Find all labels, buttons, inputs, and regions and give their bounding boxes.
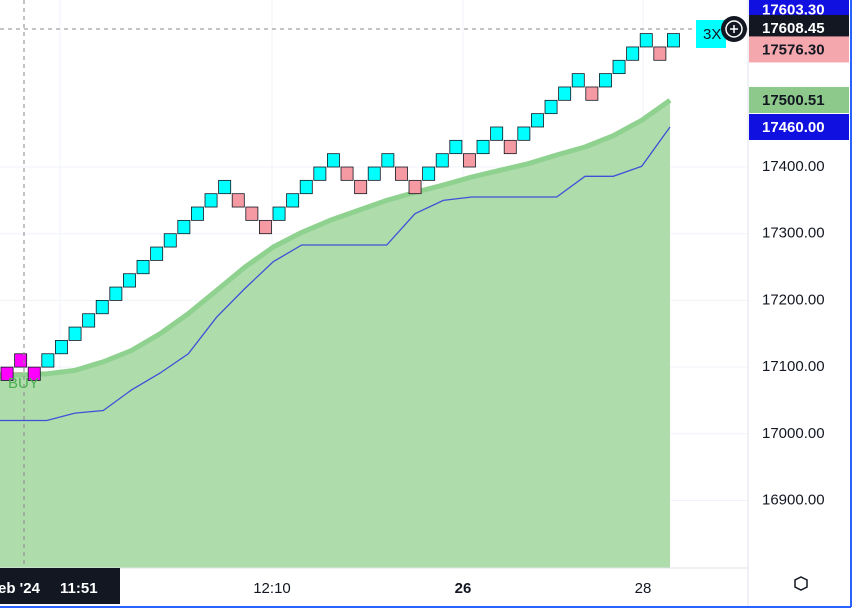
renko-brick	[462, 153, 476, 168]
renko-brick	[190, 206, 204, 221]
buy-label: BUY	[8, 375, 39, 392]
area	[0, 100, 670, 568]
renko-brick	[381, 153, 395, 168]
x-tick-label: 28	[635, 580, 652, 597]
renko-brick	[218, 179, 232, 195]
y-tick-label: 17200.00	[762, 291, 825, 308]
renko-brick	[68, 326, 82, 341]
price-tag-label: 17576.30	[762, 41, 825, 58]
time-cursor-box	[0, 568, 120, 604]
renko-brick	[544, 99, 558, 115]
renko-brick	[653, 46, 667, 61]
y-tick-label: 17400.00	[762, 158, 825, 175]
renko-brick	[82, 313, 96, 328]
line	[0, 126, 671, 422]
renko-brick	[326, 153, 340, 168]
renko-brick	[435, 153, 449, 168]
renko-brick	[55, 340, 68, 355]
renko-brick	[354, 179, 368, 195]
price-tag-label: 17608.45	[762, 20, 825, 37]
area-line	[0, 98, 672, 378]
add-icon	[725, 20, 743, 38]
renko-brick	[299, 179, 313, 195]
renko-brick	[667, 33, 680, 48]
renko-brick	[231, 193, 245, 208]
renko-brick	[177, 219, 191, 235]
renko-brick	[272, 206, 286, 221]
price-tag	[749, 86, 849, 113]
renko-brick	[340, 166, 354, 181]
renko-brick	[27, 366, 41, 381]
price-tag	[749, 113, 849, 140]
multiplier-box	[696, 20, 726, 48]
renko-brick	[313, 166, 327, 181]
renko-brick	[517, 126, 531, 141]
renko-brick	[558, 86, 572, 101]
renko-brick	[0, 366, 14, 381]
price-axis: 16900.00 17000.00 17100.00 17200.00 17300.00…	[749, 0, 849, 508]
price-tag-label: 17603.30	[762, 1, 825, 18]
renko-brick	[599, 73, 612, 88]
renko-brick	[626, 46, 640, 61]
renko-brick	[531, 113, 544, 128]
settings-icon[interactable]	[794, 576, 808, 591]
renko-brick	[41, 353, 55, 368]
multiplier: 3X	[703, 26, 721, 43]
renko-brick	[258, 219, 272, 235]
renko-brick	[476, 139, 490, 155]
price-tag	[749, 36, 849, 63]
time-axis: eb '24 11:51 12:10 26 28	[0, 580, 651, 597]
renko-brick	[14, 353, 28, 368]
renko-brick	[136, 259, 150, 275]
renko-brick	[490, 126, 504, 141]
renko-brick	[394, 166, 408, 181]
renko-brick	[245, 206, 259, 221]
y-tick-label: 16900.00	[762, 491, 825, 508]
x-tick-label: 26	[455, 580, 472, 597]
x-tick-label: 12:10	[253, 580, 291, 597]
renko-brick	[408, 179, 422, 195]
x-tick-label: eb '24	[0, 580, 41, 597]
renko-brick	[503, 139, 517, 155]
renko-brick	[585, 86, 599, 101]
x-tick-label: 11:51	[60, 580, 98, 597]
renko-brick	[286, 193, 300, 208]
renko-brick	[571, 73, 585, 88]
renko-brick	[612, 59, 626, 75]
renko-brick	[163, 233, 177, 248]
price-tag-label: 17460.00	[762, 119, 825, 136]
renko-brick	[150, 246, 164, 261]
renko-brick	[204, 193, 218, 208]
add-icon	[730, 25, 738, 33]
renko-brick	[123, 273, 136, 288]
renko-brick	[639, 33, 653, 48]
y-tick-label: 17000.00	[762, 425, 825, 442]
renko-brick	[95, 300, 109, 315]
renko-brick	[449, 139, 463, 155]
y-tick-label: 17100.00	[762, 358, 825, 375]
price-tag-label: 17500.51	[762, 92, 825, 109]
renko-brick	[422, 166, 436, 181]
renko-brick	[109, 286, 123, 301]
renko-brick	[367, 166, 381, 181]
y-tick-label: 17300.00	[762, 225, 825, 242]
plot	[0, 33, 680, 568]
